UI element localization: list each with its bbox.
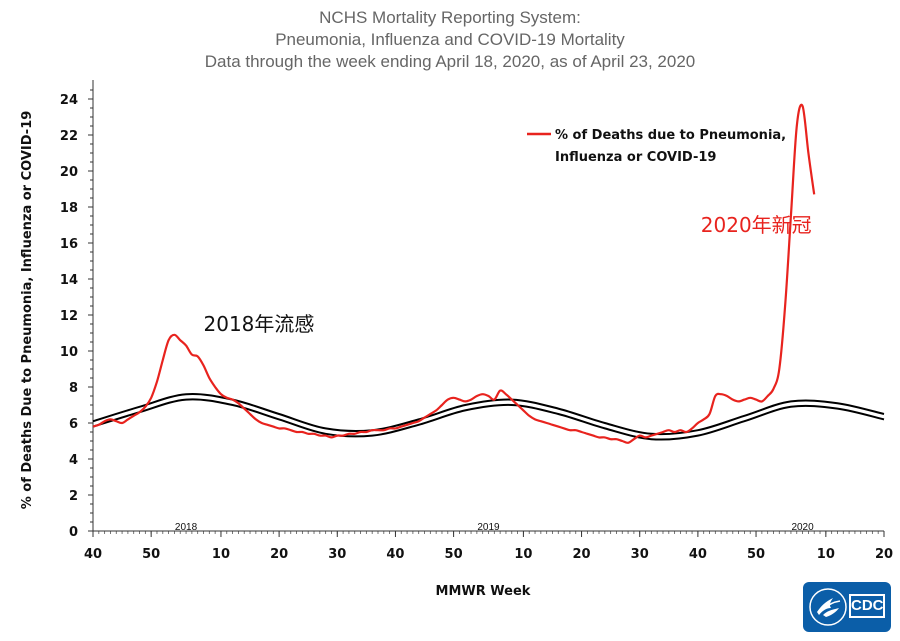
y-tick-label: 16: [60, 237, 78, 252]
y-tick-label: 4: [69, 453, 78, 468]
y-tick-label: 20: [60, 165, 78, 180]
chart-title: NCHS Mortality Reporting System: Pneumon…: [205, 8, 696, 71]
x-tick-label: 20: [875, 547, 893, 562]
chart-title-line-1: NCHS Mortality Reporting System:: [319, 8, 581, 27]
y-tick-label: 2: [69, 489, 78, 504]
x-tick-label: 10: [817, 547, 835, 562]
y-tick-label: 18: [60, 201, 78, 216]
hhs-eagle-icon: [809, 588, 847, 626]
year-label: 2019: [477, 522, 500, 533]
y-tick-label: 22: [60, 129, 78, 144]
chart-title-line-2: Pneumonia, Influenza and COVID-19 Mortal…: [275, 30, 625, 49]
legend-label-line-1: % of Deaths due to Pneumonia,: [555, 128, 786, 143]
x-axis-title: MMWR Week: [436, 584, 531, 599]
x-tick-label: 20: [270, 547, 288, 562]
x-tick-label: 50: [747, 547, 765, 562]
year-labels: 2018 2019 2020: [175, 522, 814, 533]
year-label: 2020: [791, 522, 814, 533]
y-tick-label: 14: [60, 273, 78, 288]
x-tick-label: 40: [689, 547, 707, 562]
series-lines: [92, 103, 885, 444]
cdc-logo-text: CDC: [849, 594, 885, 618]
y-tick-label: 0: [69, 525, 78, 540]
x-tick-label: 30: [631, 547, 649, 562]
series-line-seasonal-baseline: [92, 398, 885, 441]
y-tick-label: 12: [60, 309, 78, 324]
x-tick-label: 40: [84, 547, 102, 562]
x-tick-label: 10: [514, 547, 532, 562]
annotation-2018-flu: 2018年流感: [204, 312, 315, 336]
y-axis-title: % of Deaths Due to Pneumonia, Influenza …: [20, 111, 35, 510]
x-tick-label: 50: [142, 547, 160, 562]
legend: % of Deaths due to Pneumonia, Influenza …: [527, 128, 786, 165]
cdc-logo: CDC: [803, 582, 891, 632]
y-tick-label: 10: [60, 345, 78, 360]
x-tick-label: 10: [212, 547, 230, 562]
x-tick-label: 30: [328, 547, 346, 562]
x-axis-ticks: 40 50 10 20 30 40 50 10 20 30 40 50 10 20: [84, 531, 893, 562]
x-tick-label: 20: [573, 547, 591, 562]
x-tick-label: 40: [386, 547, 404, 562]
chart-title-line-3: Data through the week ending April 18, 2…: [205, 52, 696, 71]
y-tick-label: 24: [60, 93, 78, 108]
series-line-pi-covid: [92, 103, 816, 444]
annotations: 2018年流感 2020年新冠: [204, 213, 812, 336]
year-label: 2018: [175, 522, 198, 533]
y-tick-label: 6: [69, 417, 78, 432]
y-tick-label: 8: [69, 381, 78, 396]
x-tick-label: 50: [445, 547, 463, 562]
annotation-2020-covid: 2020年新冠: [701, 213, 812, 237]
legend-label-line-2: Influenza or COVID-19: [555, 150, 716, 165]
